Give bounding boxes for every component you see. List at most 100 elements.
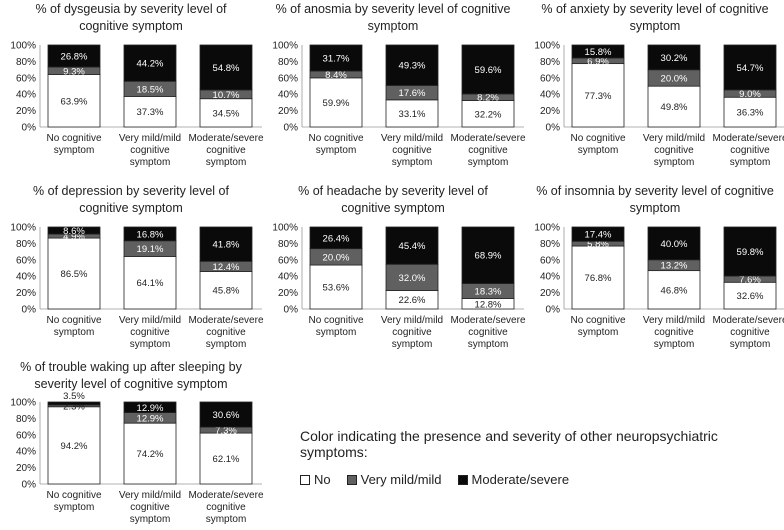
bar-segment-no	[123, 96, 177, 128]
data-label-severe: 26.8%	[61, 51, 88, 62]
chart-title-line: % of anosmia by severity level of cognit…	[276, 2, 511, 16]
category-label: Very mild/mild	[381, 315, 443, 326]
data-label-no: 46.8%	[661, 285, 688, 296]
data-label-severe: 49.3%	[399, 61, 426, 72]
category-label: No cognitive	[570, 133, 625, 144]
data-label-mild: 13.2%	[661, 261, 688, 272]
category-label: symptom	[130, 514, 171, 525]
category-label: symptom	[578, 327, 619, 338]
category-label: symptom	[206, 157, 247, 168]
y-tick-label: 20%	[16, 106, 36, 117]
chart-title-line: severity level of cognitive symptom	[34, 377, 227, 391]
data-label-mild: 9.3%	[63, 66, 85, 77]
data-label-no: 53.6%	[323, 283, 350, 294]
bar-segment-no	[385, 99, 439, 128]
data-label-severe: 3.5%	[63, 391, 85, 402]
y-tick-label: 40%	[16, 90, 36, 101]
data-label-no: 22.6%	[399, 295, 426, 306]
data-label-severe: 30.2%	[661, 53, 688, 64]
data-label-severe: 40.0%	[661, 239, 688, 250]
category-label: Moderate/severe	[712, 315, 784, 326]
bar-segment-no	[123, 422, 177, 485]
chart-title-line: symptom	[630, 201, 681, 215]
bar-segment-no	[123, 256, 177, 310]
y-tick-label: 80%	[278, 57, 298, 68]
chart-title-line: symptom	[630, 19, 681, 33]
bar-segment-severe	[571, 226, 625, 242]
data-label-no: 37.3%	[137, 107, 164, 118]
category-label: symptom	[316, 327, 357, 338]
chart-depression: % of depression by severity level of cogn…	[10, 184, 264, 350]
category-label: cognitive	[392, 145, 432, 156]
legend-swatch-severe	[457, 474, 468, 485]
category-label: cognitive	[206, 145, 246, 156]
data-label-no: 45.8%	[213, 286, 240, 297]
legend-swatch-mild	[346, 474, 357, 485]
data-label-mild: 10.7%	[213, 90, 240, 101]
bar-segment-severe	[123, 44, 177, 82]
data-label-no: 33.1%	[399, 109, 426, 120]
category-label: cognitive	[654, 327, 694, 338]
data-label-severe: 16.8%	[137, 229, 164, 240]
bar-segment-severe	[199, 401, 253, 428]
category-label: cognitive	[654, 145, 694, 156]
category-label: cognitive	[468, 327, 508, 338]
data-label-severe: 8.6%	[63, 226, 85, 237]
category-label: No cognitive	[46, 490, 101, 501]
data-label-mild: 6.9%	[587, 56, 609, 67]
data-label-mild: 4.9%	[63, 232, 85, 243]
y-tick-label: 100%	[272, 223, 298, 234]
category-label: cognitive	[130, 502, 170, 513]
category-label: symptom	[392, 339, 433, 350]
data-label-no: 36.3%	[737, 108, 764, 119]
data-label-no: 94.2%	[61, 441, 88, 452]
bar-segment-severe	[571, 44, 625, 59]
bar-segment-severe	[723, 226, 777, 277]
category-label: symptom	[54, 327, 95, 338]
y-tick-label: 100%	[10, 398, 36, 409]
y-tick-label: 100%	[534, 223, 560, 234]
bar-segment-severe	[47, 44, 101, 68]
data-label-severe: 44.2%	[137, 59, 164, 70]
data-label-mild: 8.2%	[477, 93, 499, 104]
y-tick-label: 40%	[278, 90, 298, 101]
data-label-no: 12.8%	[475, 299, 502, 310]
category-label: Very mild/mild	[643, 133, 705, 144]
y-tick-label: 80%	[540, 57, 560, 68]
legend-item-severe: Moderate/severe	[457, 472, 569, 487]
chart-title-line: cognitive symptom	[341, 201, 445, 215]
data-label-mild: 2.3%	[63, 401, 85, 412]
category-label: Moderate/severe	[188, 490, 263, 501]
bar-segment-severe	[461, 226, 515, 284]
bar-segment-no	[571, 245, 625, 310]
bar-segment-no	[461, 100, 515, 128]
bar-segment-no	[647, 85, 701, 128]
bar-segment-severe	[123, 226, 177, 242]
chart-title-line: % of depression by severity level of	[33, 184, 229, 198]
data-label-no: 32.6%	[737, 291, 764, 302]
category-label: symptom	[468, 339, 509, 350]
chart-headache: % of headache by severity level of cognit…	[272, 184, 526, 350]
category-label: symptom	[206, 514, 247, 525]
y-tick-label: 100%	[10, 41, 36, 52]
category-label: Very mild/mild	[119, 315, 181, 326]
data-label-no: 77.3%	[585, 91, 612, 102]
category-label: cognitive	[730, 327, 770, 338]
category-label: symptom	[730, 157, 771, 168]
y-tick-label: 80%	[540, 239, 560, 250]
category-label: cognitive	[206, 327, 246, 338]
bar-segment-no	[47, 406, 101, 485]
y-tick-label: 40%	[540, 90, 560, 101]
legend-item-no: No	[300, 472, 331, 487]
data-label-no: 74.2%	[137, 449, 164, 460]
y-tick-label: 80%	[16, 57, 36, 68]
chart-anxiety: % of anxiety by severity level of cognit…	[534, 2, 784, 168]
y-tick-label: 0%	[22, 480, 37, 491]
bar-segment-severe	[647, 226, 701, 261]
category-label: symptom	[130, 157, 171, 168]
y-tick-label: 0%	[284, 305, 299, 316]
category-label: Moderate/severe	[450, 133, 525, 144]
chart-title-line: % of insomnia by severity level of cogni…	[536, 184, 774, 198]
bar-segment-no	[723, 96, 777, 128]
data-label-mild: 18.5%	[137, 84, 164, 95]
